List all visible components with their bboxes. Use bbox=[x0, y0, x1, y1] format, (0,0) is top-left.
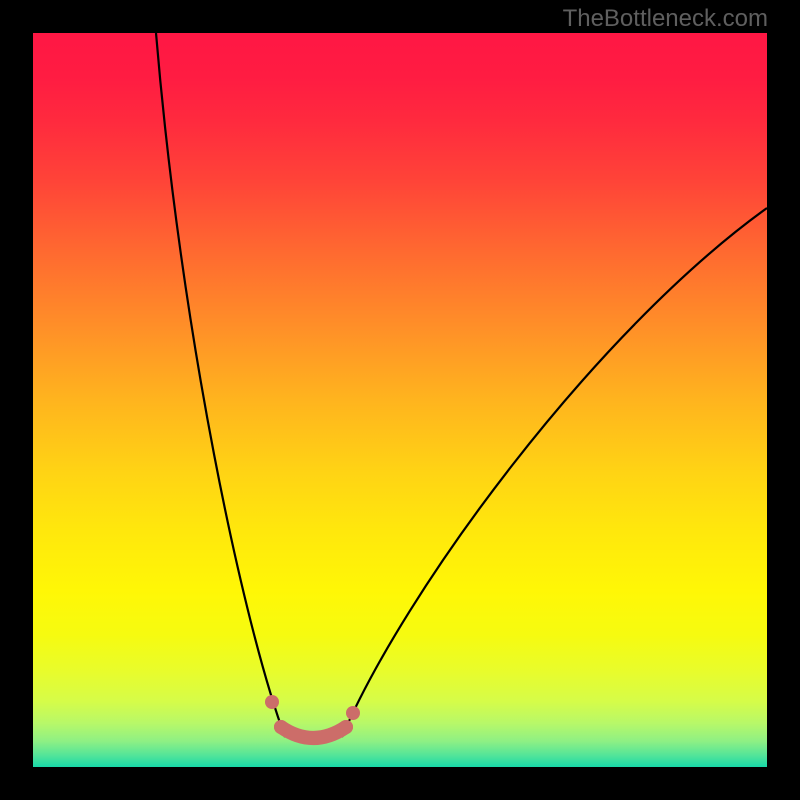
highlight-dot bbox=[346, 706, 360, 720]
plot-area bbox=[33, 33, 767, 767]
highlight-dot bbox=[265, 695, 279, 709]
highlight-segment bbox=[281, 727, 346, 738]
watermark-text: TheBottleneck.com bbox=[563, 5, 768, 33]
highlight-dot bbox=[339, 720, 353, 734]
highlight-dots bbox=[265, 695, 360, 734]
chart-canvas: TheBottleneck.com bbox=[0, 0, 800, 800]
highlight-dot bbox=[274, 720, 288, 734]
highlight-markers bbox=[33, 33, 767, 767]
